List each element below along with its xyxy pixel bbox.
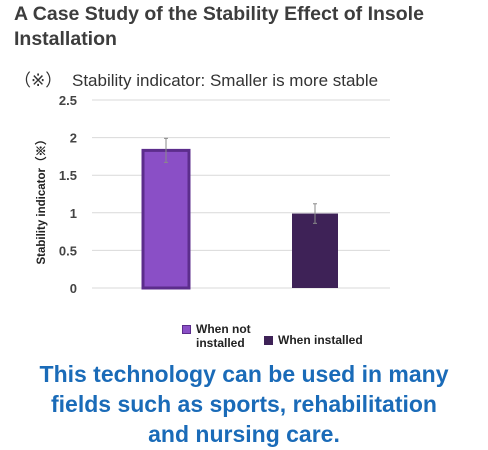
bar-chart: 0 0.5 1 1.5 2 2.5 Stability indicator（※） bbox=[34, 93, 390, 296]
bars bbox=[141, 148, 338, 290]
legend-label-not-installed-line1: When not bbox=[196, 322, 251, 336]
error-bars bbox=[164, 137, 317, 224]
legend-label-not-installed-line2: installed bbox=[196, 336, 245, 350]
y-tick-label-1: 0.5 bbox=[59, 243, 77, 258]
y-tick-labels: 0 0.5 1 1.5 2 2.5 bbox=[59, 93, 77, 296]
footer-message: This technology can be used in many fiel… bbox=[0, 359, 488, 449]
y-tick-label-4: 2 bbox=[70, 131, 77, 146]
footer-line-2: fields such as sports, rehabilitation bbox=[51, 391, 437, 417]
legend-label-installed: When installed bbox=[278, 333, 363, 347]
legend-swatch-installed bbox=[264, 336, 273, 345]
page-title: A Case Study of the Stability Effect of … bbox=[14, 3, 424, 50]
footer-line-1: This technology can be used in many bbox=[39, 361, 449, 387]
bar-installed bbox=[292, 213, 338, 288]
legend-swatch-not-installed bbox=[182, 325, 191, 334]
grid-lines bbox=[92, 99, 390, 289]
y-tick-label-3: 1.5 bbox=[59, 168, 77, 183]
footer-line-3: and nursing care. bbox=[148, 421, 340, 447]
y-tick-label-2: 1 bbox=[70, 206, 77, 221]
note-text: Stability indicator: Smaller is more sta… bbox=[72, 71, 379, 90]
note-mark: （※） bbox=[14, 71, 63, 90]
y-axis-label: Stability indicator（※） bbox=[34, 134, 48, 265]
y-tick-label-5: 2.5 bbox=[59, 93, 77, 108]
y-tick-label-0: 0 bbox=[70, 281, 77, 296]
bar-not-installed bbox=[141, 148, 191, 290]
stability-note: （※） Stability indicator: Smaller is more … bbox=[14, 66, 378, 91]
